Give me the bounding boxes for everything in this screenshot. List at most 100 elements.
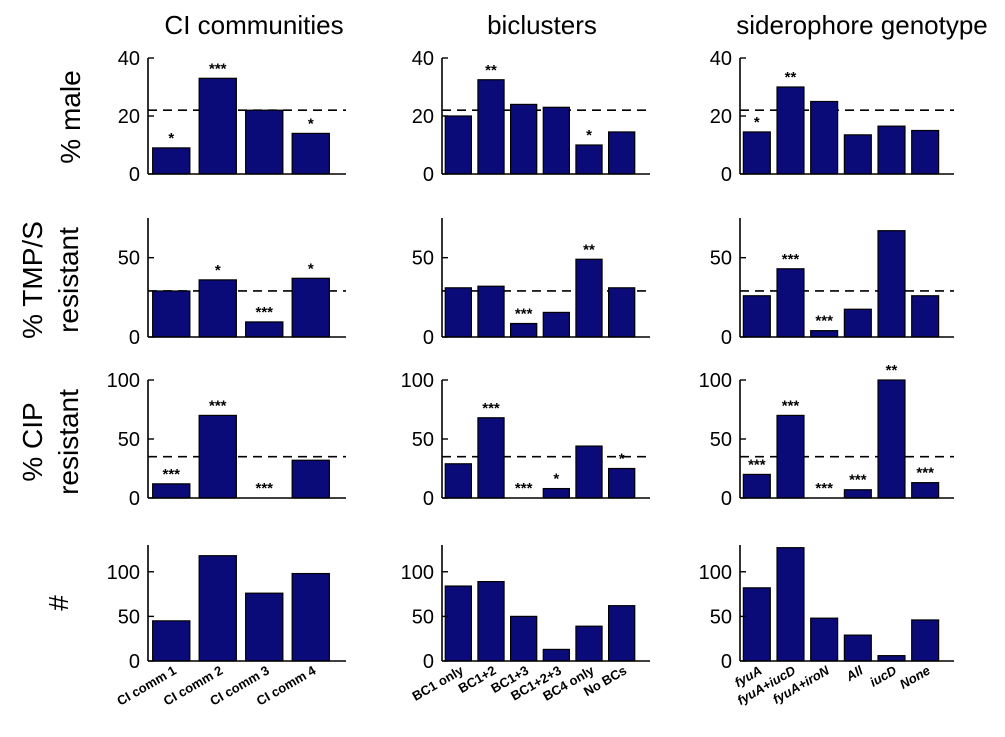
ytick-label: 50 bbox=[118, 248, 140, 270]
bar-ci-comm-4 bbox=[291, 572, 330, 662]
bar-no-bcs bbox=[607, 287, 636, 338]
bar-ci-comm-3 bbox=[245, 321, 284, 338]
ytick-label: 50 bbox=[710, 429, 732, 451]
column-titles: CI communities biclusters siderophore ge… bbox=[164, 10, 987, 40]
significance-label: * bbox=[308, 260, 314, 277]
significance-label: *** bbox=[482, 400, 500, 417]
bar-all bbox=[843, 634, 872, 662]
row-label-count: # bbox=[43, 595, 74, 611]
significance-label: * bbox=[168, 130, 174, 147]
bar-fyua-iucd bbox=[776, 268, 805, 338]
bar-bc1-only bbox=[444, 287, 472, 338]
bar-ci-comm-1 bbox=[152, 483, 191, 499]
row-label-tmps-line2: resistant bbox=[53, 227, 84, 333]
significance-label: ** bbox=[785, 69, 797, 86]
bar-ci-comm-2 bbox=[198, 279, 237, 338]
ytick-label: 50 bbox=[412, 606, 434, 628]
ytick-label: 0 bbox=[423, 651, 434, 673]
ytick-label: 0 bbox=[721, 164, 732, 186]
bar-bc4-only bbox=[575, 144, 603, 175]
bar-bc1-only bbox=[444, 463, 472, 499]
column-title-ci-communities: CI communities bbox=[164, 10, 343, 40]
bar-bc1-2 bbox=[477, 79, 505, 175]
bar-no-bcs bbox=[607, 605, 636, 662]
bar-bc1-only bbox=[444, 585, 472, 662]
bar-iucd bbox=[877, 655, 906, 662]
ytick-label: 50 bbox=[412, 248, 434, 270]
bar-fyua bbox=[742, 587, 771, 662]
bar-none bbox=[911, 619, 940, 662]
bar-ci-comm-2 bbox=[198, 77, 237, 175]
column-title-siderophore-genotype: siderophore genotype bbox=[736, 10, 988, 40]
ytick-label: 20 bbox=[118, 106, 140, 128]
ytick-label: 0 bbox=[721, 327, 732, 349]
bar-fyua-iucd bbox=[776, 414, 805, 499]
ytick-label: 0 bbox=[129, 327, 140, 349]
bar-bc1-2-3 bbox=[542, 487, 570, 499]
bar-bc1-3 bbox=[510, 103, 538, 175]
significance-label: *** bbox=[209, 397, 227, 414]
significance-label: ** bbox=[583, 241, 595, 258]
ytick-label: 50 bbox=[710, 606, 732, 628]
bar-all bbox=[843, 308, 872, 338]
significance-label: * bbox=[619, 451, 625, 468]
significance-label: * bbox=[754, 114, 760, 131]
ytick-label: 0 bbox=[129, 164, 140, 186]
ytick-label: 0 bbox=[423, 164, 434, 186]
significance-label: *** bbox=[255, 480, 273, 497]
bar-ci-comm-4 bbox=[291, 459, 330, 499]
ytick-label: 100 bbox=[699, 370, 732, 392]
significance-label: *** bbox=[916, 465, 934, 482]
bar-bc1-2-3 bbox=[542, 311, 570, 338]
bar-none bbox=[911, 129, 940, 175]
significance-label: *** bbox=[748, 456, 766, 473]
xtick-label: iucD bbox=[867, 662, 899, 689]
bar-bc1-2-3 bbox=[542, 106, 570, 175]
ytick-label: 50 bbox=[118, 606, 140, 628]
significance-label: ** bbox=[886, 362, 898, 379]
xtick-label: All bbox=[843, 662, 866, 684]
significance-label: *** bbox=[782, 397, 800, 414]
bar-no-bcs bbox=[607, 467, 636, 499]
row-labels: % male % TMP/S resistant % CIP resistant… bbox=[17, 70, 86, 610]
bar-fyua-iron bbox=[810, 330, 839, 338]
significance-label: * bbox=[215, 262, 221, 279]
panel-tmp-s-resistant-siderophore-genotype: *** *** 0 50 bbox=[710, 218, 954, 349]
bar-bc4-only bbox=[575, 258, 603, 338]
significance-label: *** bbox=[849, 472, 867, 489]
bar-fyua bbox=[742, 295, 771, 338]
panels: *****02040***02040***02040*****050*****0… bbox=[107, 48, 954, 708]
bar-bc4-only bbox=[575, 625, 603, 662]
significance-label: ** bbox=[485, 62, 497, 79]
bar-bc1-2 bbox=[477, 417, 505, 499]
bar-none bbox=[911, 482, 940, 499]
ytick-label: 0 bbox=[423, 327, 434, 349]
bar-bc1-3 bbox=[510, 322, 538, 338]
xtick-label: None bbox=[897, 663, 933, 692]
bar-ci-comm-3 bbox=[245, 592, 284, 662]
significance-label: *** bbox=[162, 466, 180, 483]
bar-ci-comm-1 bbox=[152, 290, 191, 338]
significance-label: *** bbox=[255, 304, 273, 321]
ytick-label: 50 bbox=[710, 248, 732, 270]
bar-iucd bbox=[877, 379, 906, 499]
bar-ci-comm-4 bbox=[291, 132, 330, 175]
bar-no-bcs bbox=[607, 131, 636, 175]
bar-ci-comm-3 bbox=[245, 109, 284, 175]
ytick-label: 0 bbox=[129, 488, 140, 510]
bar-ci-comm-1 bbox=[152, 147, 191, 175]
ytick-label: 20 bbox=[412, 106, 434, 128]
significance-label: * bbox=[553, 471, 559, 488]
ytick-label: 100 bbox=[107, 562, 140, 584]
ytick-label: 0 bbox=[423, 488, 434, 510]
bar-bc1-only bbox=[444, 115, 472, 175]
bar-all bbox=[843, 489, 872, 499]
significance-label: *** bbox=[515, 480, 533, 497]
column-title-biclusters: biclusters bbox=[487, 10, 597, 40]
